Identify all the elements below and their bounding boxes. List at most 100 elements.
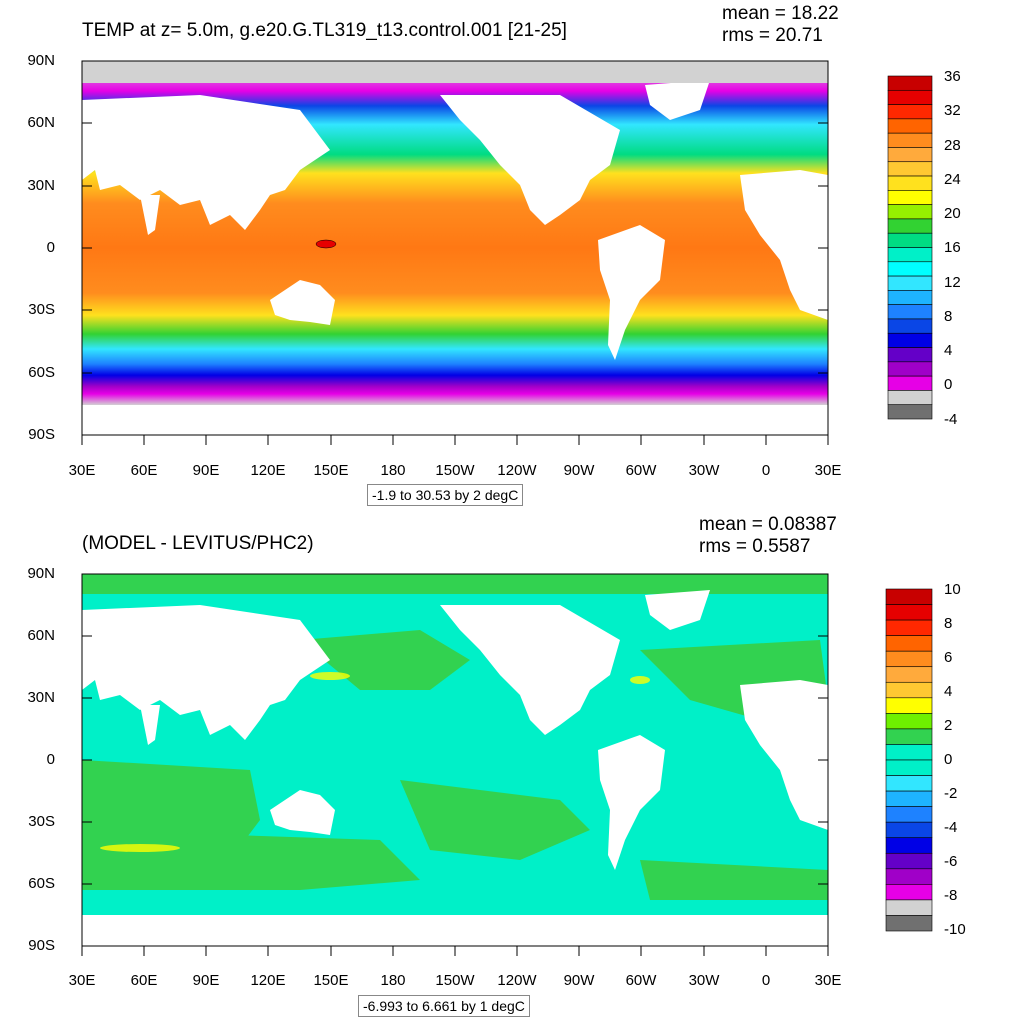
colorbar-swatch (887, 347, 933, 363)
colorbar-swatch (887, 304, 933, 320)
y-tick-label: 30S (28, 301, 55, 318)
colorbar-swatch (887, 175, 933, 191)
colorbar-swatch (885, 619, 933, 636)
colorbar-swatch (887, 104, 933, 120)
temperature-map (82, 61, 828, 435)
colorbar (887, 75, 933, 420)
x-tick-label: 90W (563, 972, 595, 989)
colorbar-swatch (885, 728, 933, 745)
colorbar-swatch (885, 790, 933, 807)
colorbar-swatch (885, 806, 933, 823)
colorbar-swatch (887, 232, 933, 248)
colorbar-swatch (885, 744, 933, 761)
colorbar-swatch (885, 681, 933, 699)
x-tick-label: 60E (130, 462, 158, 479)
x-tick-label: 120E (250, 972, 286, 989)
colorbar-label: 6 (944, 649, 953, 666)
colorbar-swatch (887, 375, 933, 391)
y-tick-label: 0 (46, 751, 55, 768)
x-tick-label: 0 (761, 972, 771, 989)
x-tick-label: 150W (435, 972, 475, 989)
y-tick-label: 0 (46, 239, 55, 256)
colorbar-swatch (887, 75, 933, 91)
colorbar-label: 28 (944, 137, 961, 154)
y-tick-label: 60N (27, 627, 55, 644)
x-tick-label: 60W (625, 462, 657, 479)
colorbar-swatch (887, 332, 933, 348)
colorbar-swatch (887, 290, 933, 305)
rms-value-2: rms = 0.5587 (699, 536, 811, 557)
x-tick-label: 120W (497, 972, 537, 989)
colorbar-label: 8 (944, 615, 953, 632)
colorbar-swatch (887, 132, 933, 148)
x-tick-label: 30E (68, 462, 96, 479)
colorbar-swatch (887, 218, 933, 234)
colorbar-label: 32 (944, 102, 961, 119)
colorbar-swatch (885, 915, 933, 932)
x-tick-label: 120E (250, 462, 286, 479)
y-tick-label: 60S (28, 364, 55, 381)
colorbar-swatch (885, 604, 933, 621)
colorbar-label: 0 (944, 751, 953, 768)
x-tick-label: 150E (313, 462, 349, 479)
x-tick-label: 30W (688, 972, 720, 989)
colorbar-swatch (887, 318, 933, 334)
y-tick-label: 60S (28, 875, 55, 892)
colorbar-label: -6 (944, 853, 958, 870)
x-tick-label: 150E (313, 972, 349, 989)
colorbar-swatch (887, 147, 933, 163)
x-tick-label: 150W (435, 462, 475, 479)
x-tick-label: 30E (814, 462, 842, 479)
colorbar-swatch (887, 390, 933, 406)
colorbar-label: 2 (944, 717, 953, 734)
colorbar-swatch (885, 821, 933, 839)
axis-ticks (81, 60, 829, 445)
colorbar-swatch (885, 884, 933, 901)
x-tick-label: 180 (380, 972, 406, 989)
y-tick-label: 90S (28, 426, 55, 443)
y-tick-label: 90S (28, 937, 55, 954)
colorbar-label: -8 (944, 887, 958, 904)
x-tick-label: 90E (192, 462, 220, 479)
colorbar-swatch (885, 775, 933, 792)
x-tick-label: 0 (761, 462, 771, 479)
x-tick-label: 90E (192, 972, 220, 989)
colorbar-label: 4 (944, 342, 953, 359)
colorbar-swatch (885, 635, 933, 652)
colorbar-swatch (885, 759, 933, 776)
colorbar-label: 8 (944, 308, 953, 325)
colorbar-swatch (887, 361, 933, 377)
difference-map (82, 574, 828, 946)
mean-value-2: mean = 0.08387 (699, 514, 837, 535)
map-title-2: (MODEL - LEVITUS/PHC2) (82, 533, 314, 554)
y-tick-label: 30N (27, 689, 55, 706)
colorbar-swatch (885, 588, 933, 605)
colorbar-swatch (887, 161, 933, 177)
land-mask-2 (82, 590, 828, 946)
colorbar-label: 20 (944, 205, 961, 222)
colorbar-swatch (887, 118, 933, 134)
colorbar-label: 10 (944, 581, 961, 598)
colorbar-swatch (887, 204, 933, 220)
y-tick-label: 90N (27, 565, 55, 582)
y-tick-label: 60N (27, 114, 55, 131)
x-tick-label: 30W (688, 462, 720, 479)
colorbar-swatch (885, 650, 933, 668)
colorbar-swatch (885, 666, 933, 683)
contour-range-label: -1.9 to 30.53 by 2 degC (367, 484, 524, 506)
colorbar-label: -10 (944, 921, 966, 938)
colorbar-swatch (885, 852, 933, 870)
colorbar-swatch (887, 275, 933, 291)
x-tick-label: 180 (380, 462, 406, 479)
colorbar-swatch (885, 713, 933, 730)
map-title: TEMP at z= 5.0m, g.e20.G.TL319_t13.contr… (82, 20, 567, 41)
contour-range-label-2: -6.993 to 6.661 by 1 degC (358, 995, 530, 1017)
colorbar-swatch (887, 404, 933, 420)
colorbar-swatch (887, 190, 933, 205)
colorbar-swatch (887, 261, 933, 277)
land-mask (82, 80, 828, 435)
colorbar-swatch (885, 899, 933, 916)
rms-value: rms = 20.71 (722, 25, 823, 46)
colorbar-label: 16 (944, 239, 961, 256)
